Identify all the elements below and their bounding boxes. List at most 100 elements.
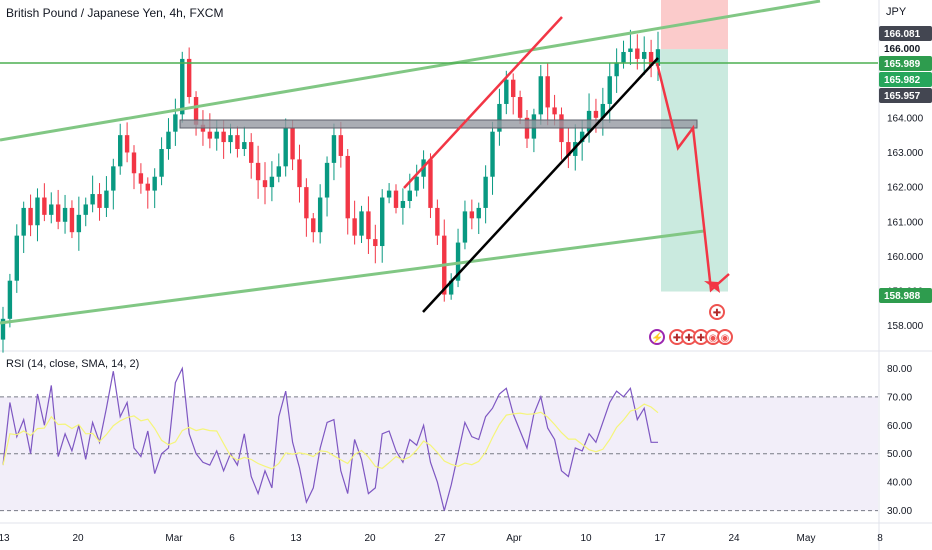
candle-body <box>435 207 440 236</box>
red-trend-line <box>403 16 563 189</box>
candle-body <box>7 280 13 319</box>
candle-body <box>593 110 599 118</box>
candle-body <box>338 135 344 156</box>
projection-arrowhead <box>704 281 720 293</box>
candle-body <box>35 197 40 226</box>
candle-body <box>173 114 178 132</box>
candle-body <box>352 218 357 236</box>
event-icons: ✚ ⚡ ✚ ✚ ✚ ◉ ◉ <box>647 303 737 351</box>
candle-body <box>90 194 95 205</box>
candle-body <box>228 135 233 143</box>
x-tick-label: Mar <box>165 533 183 544</box>
flag-uk-icon[interactable]: ✚ <box>709 304 725 320</box>
rsi-tick-label: 80.00 <box>887 364 912 375</box>
candle-body <box>255 162 261 181</box>
candle-body <box>366 211 371 240</box>
candle-body <box>104 190 109 208</box>
candle-body <box>407 190 412 201</box>
candle-body <box>42 197 47 215</box>
price-tag <box>879 72 932 87</box>
candle-body <box>131 152 137 174</box>
candle-body <box>111 166 116 191</box>
price-tag-label: 166.081 <box>884 29 921 40</box>
rsi-sma-line <box>2 403 659 470</box>
rsi-indicator-label[interactable]: RSI (14, close, SMA, 14, 2) <box>6 358 140 370</box>
candle-body <box>642 51 647 59</box>
candle-body <box>28 207 33 226</box>
candle-body <box>386 190 392 198</box>
candle-body <box>180 58 185 115</box>
candle-body <box>69 207 75 233</box>
candle-body <box>538 76 543 115</box>
candle-body <box>152 176 157 191</box>
candle-body <box>393 190 399 208</box>
price-tick-label: 158.000 <box>887 321 924 332</box>
x-tick-label: 20 <box>72 533 84 544</box>
x-tick-label: 20 <box>364 533 376 544</box>
candle-body <box>373 239 378 247</box>
candle-body <box>614 62 619 77</box>
rsi-tick-label: 50.00 <box>887 449 912 460</box>
rsi-tick-label: 70.00 <box>887 392 912 403</box>
price-tag-label: 165.982 <box>884 75 921 86</box>
candle-body <box>552 107 557 115</box>
candle-body <box>221 131 226 143</box>
rsi-tick-label: 60.00 <box>887 421 912 432</box>
candle-body <box>62 207 68 222</box>
candle-body <box>145 183 150 191</box>
lower-channel-line <box>0 229 705 325</box>
x-tick-label: 13 <box>0 533 10 544</box>
x-tick-label: 10 <box>580 533 592 544</box>
candle-body <box>448 280 454 295</box>
x-tick-label: 17 <box>654 533 666 544</box>
candle-body <box>331 135 337 163</box>
flag-uk-icon[interactable]: ◉ <box>717 329 733 345</box>
candle-body <box>76 214 82 233</box>
candle-body <box>490 131 495 177</box>
candle-body <box>14 235 19 281</box>
black-trend-line <box>422 57 659 313</box>
candle-body <box>621 51 626 63</box>
price-tag <box>879 26 932 41</box>
price-tick-label: 160.000 <box>887 252 924 263</box>
stop-loss-zone <box>661 0 728 50</box>
candle-body <box>186 58 192 98</box>
candle-body <box>648 51 654 66</box>
candle-body <box>545 76 550 108</box>
candle-body <box>297 159 302 188</box>
candle-body <box>269 176 275 188</box>
candle-body <box>159 149 164 177</box>
candle-body <box>83 204 88 215</box>
x-tick-label: 6 <box>229 533 235 544</box>
candle-body <box>317 197 323 233</box>
price-tag-label: 158.988 <box>884 291 921 302</box>
currency-label: JPY <box>886 6 907 18</box>
candle-body <box>324 162 330 198</box>
candle-body <box>21 207 26 236</box>
candle-body <box>483 176 488 208</box>
price-tag <box>879 288 932 303</box>
candle-body <box>400 200 406 208</box>
price-tick-label: 161.000 <box>887 217 924 228</box>
x-tick-label: 24 <box>728 533 740 544</box>
candle-body <box>207 131 213 139</box>
price-tag <box>879 56 932 71</box>
rsi-tick-label: 40.00 <box>887 478 912 489</box>
candle-body <box>235 135 240 150</box>
x-tick-label: 13 <box>290 533 302 544</box>
candle-body <box>166 131 171 150</box>
support-zone-rect <box>179 119 698 129</box>
candle-body <box>579 131 585 143</box>
x-tick-label: May <box>797 533 816 544</box>
candle-body <box>304 187 309 219</box>
price-tag-label: 165.989 <box>884 59 921 70</box>
candle-body <box>138 173 144 184</box>
lightning-icon[interactable]: ⚡ <box>649 329 665 345</box>
candle-body <box>124 135 130 153</box>
candle-body <box>380 197 385 247</box>
candle-body <box>600 103 606 118</box>
price-tick-label: 164.000 <box>887 113 924 124</box>
candle-body <box>193 97 199 125</box>
